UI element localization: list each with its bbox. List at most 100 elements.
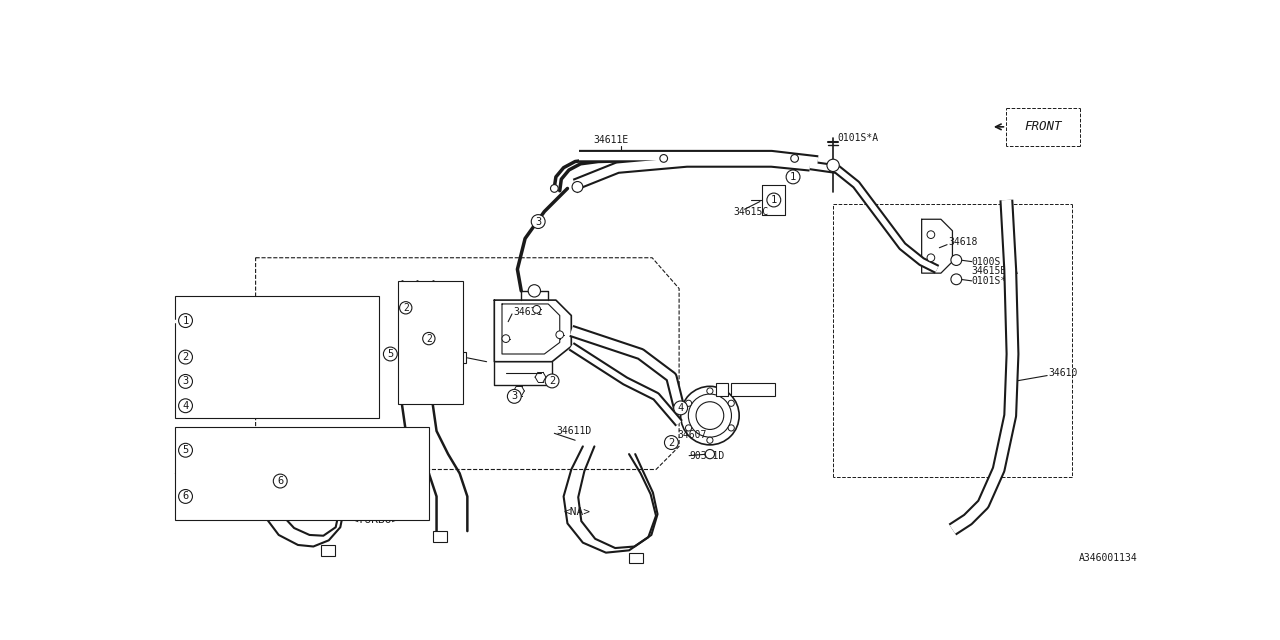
Text: 3: 3 [535, 216, 541, 227]
Text: (06MY0510-    >: (06MY0510- > [246, 504, 333, 513]
Circle shape [572, 182, 582, 192]
Circle shape [696, 402, 723, 429]
Text: 5: 5 [183, 445, 188, 455]
Text: 0101S*A: 0101S*A [837, 133, 879, 143]
Circle shape [179, 444, 192, 457]
Bar [321, 545, 335, 556]
Bar [398, 281, 463, 404]
Circle shape [705, 449, 714, 459]
Circle shape [728, 425, 735, 431]
Text: W170062: W170062 [200, 328, 243, 338]
Text: (06MY0512-    >: (06MY0512- > [251, 328, 337, 337]
Text: 90371D: 90371D [689, 451, 724, 461]
Circle shape [728, 400, 735, 406]
Text: 34615B*A: 34615B*A [972, 266, 1019, 276]
Bar [175, 427, 429, 520]
Text: 2: 2 [549, 376, 556, 386]
Circle shape [274, 474, 287, 488]
Bar [731, 383, 776, 396]
Text: 34618: 34618 [948, 237, 978, 247]
Text: 2: 2 [403, 303, 408, 313]
Text: 6: 6 [276, 476, 283, 486]
Circle shape [179, 374, 192, 388]
Circle shape [179, 350, 192, 364]
Circle shape [927, 254, 934, 262]
Text: 2: 2 [183, 352, 188, 362]
Circle shape [179, 399, 192, 413]
Text: 5: 5 [388, 349, 393, 359]
Circle shape [673, 401, 687, 415]
Text: A: A [719, 385, 726, 394]
Circle shape [179, 490, 192, 504]
Circle shape [531, 214, 545, 228]
Text: 2: 2 [426, 333, 431, 344]
Circle shape [399, 301, 412, 314]
Circle shape [664, 436, 678, 449]
Text: <WOBK. GT#>: <WOBK. GT#> [328, 434, 390, 443]
Text: 34615C: 34615C [733, 207, 768, 216]
Circle shape [556, 331, 563, 339]
Text: 4: 4 [677, 403, 684, 413]
Circle shape [507, 389, 521, 403]
Circle shape [786, 170, 800, 184]
Text: 34611E: 34611E [593, 135, 628, 145]
Text: 34630: 34630 [433, 353, 462, 363]
Circle shape [791, 155, 799, 163]
Bar [175, 296, 379, 418]
Text: 34611D: 34611D [200, 445, 237, 455]
Text: 3: 3 [511, 391, 517, 401]
Bar [716, 383, 728, 396]
Circle shape [545, 374, 559, 388]
Text: FRONT: FRONT [1024, 120, 1062, 133]
Bar [433, 353, 466, 364]
Text: A: A [436, 531, 443, 541]
Text: 1: 1 [790, 172, 796, 182]
Circle shape [686, 400, 691, 406]
Circle shape [529, 285, 540, 297]
Circle shape [767, 193, 781, 207]
Text: 3: 3 [183, 376, 188, 387]
Text: 0101S*C: 0101S*C [972, 276, 1012, 286]
Circle shape [686, 425, 691, 431]
Text: 34611D: 34611D [556, 426, 591, 436]
Text: 34607: 34607 [677, 430, 707, 440]
Circle shape [951, 274, 961, 285]
Text: A: A [325, 545, 332, 556]
Text: <NA>: <NA> [563, 507, 590, 517]
Circle shape [707, 437, 713, 444]
Circle shape [422, 332, 435, 345]
Text: <WOBK. GT#>: <WOBK. GT#> [328, 481, 390, 490]
Text: 0100S: 0100S [972, 257, 1001, 267]
Circle shape [927, 231, 934, 239]
Text: (06MY0508-    >: (06MY0508- > [246, 481, 333, 490]
Circle shape [550, 184, 558, 192]
Text: FIG.348: FIG.348 [732, 385, 773, 394]
Text: A: A [632, 553, 639, 563]
Circle shape [660, 155, 668, 163]
Text: 34610: 34610 [1048, 368, 1078, 378]
Text: (05MY-06MY0510>: (05MY-06MY0510> [246, 458, 333, 467]
Text: 1: 1 [183, 316, 188, 326]
Text: 1: 1 [771, 195, 777, 205]
Text: <S. GT#+W. GT#>: <S. GT#+W. GT#> [328, 458, 413, 467]
Text: 34615B*B: 34615B*B [200, 303, 250, 314]
Text: 4: 4 [183, 401, 188, 411]
Text: W170063: W170063 [200, 352, 243, 362]
Text: (05MY-06MY0508>: (05MY-06MY0508> [246, 434, 333, 443]
Circle shape [179, 314, 192, 328]
Text: <S. GT#+W. GT#>: <S. GT#+W. GT#> [328, 504, 413, 513]
Text: <TURBO>: <TURBO> [352, 515, 399, 525]
Text: 34611D: 34611D [200, 492, 237, 502]
Text: 0101S*B: 0101S*B [200, 376, 243, 387]
Circle shape [532, 305, 540, 313]
Circle shape [827, 159, 840, 172]
Circle shape [707, 388, 713, 394]
Circle shape [951, 255, 961, 266]
Bar [433, 531, 447, 542]
Text: A346001134: A346001134 [1079, 554, 1137, 563]
Text: 34687A: 34687A [200, 401, 237, 411]
Circle shape [384, 347, 397, 361]
Circle shape [502, 335, 509, 342]
Text: 2: 2 [668, 438, 675, 447]
Bar [628, 553, 643, 563]
